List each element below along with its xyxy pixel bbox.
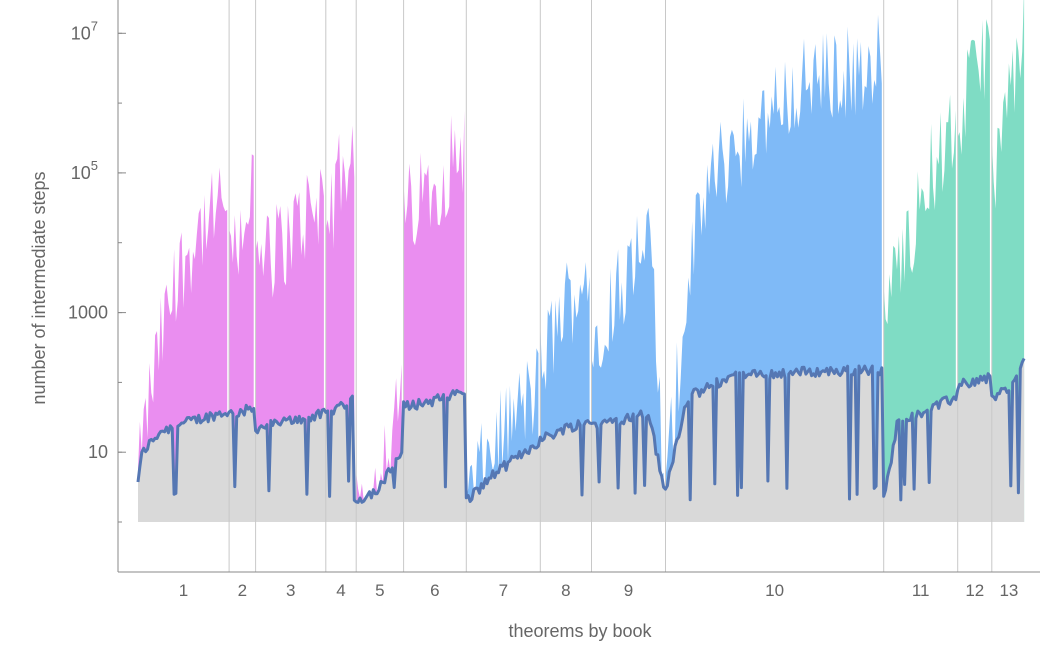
- book-label-6: 6: [430, 581, 439, 600]
- book-label-12: 12: [965, 581, 984, 600]
- y-axis-title: number of intermediate steps: [29, 171, 49, 404]
- y-tick-label: 1000: [68, 303, 108, 323]
- y-tick-label: 107: [71, 18, 98, 43]
- x-axis-title: theorems by book: [508, 621, 652, 641]
- y-tick-label: 105: [71, 158, 98, 183]
- tick-group: 10 1000 105 107: [68, 18, 126, 523]
- book-label-group: 1 2 3 4 5 6 7 8 9 10 11 12 13: [179, 581, 1019, 600]
- book-label-3: 3: [286, 581, 295, 600]
- median-fill-area: [138, 358, 1025, 522]
- axes-group: [117, 0, 1040, 573]
- book-label-9: 9: [624, 581, 633, 600]
- book-label-11: 11: [912, 581, 930, 600]
- book-label-7: 7: [499, 581, 508, 600]
- book-label-13: 13: [999, 581, 1018, 600]
- data-area-group: [138, 0, 1025, 523]
- book-label-2: 2: [238, 581, 247, 600]
- book-label-10: 10: [765, 581, 784, 600]
- book-label-5: 5: [375, 581, 384, 600]
- median-line-group: [136, 357, 1026, 504]
- book-label-8: 8: [561, 581, 570, 600]
- median-line: [136, 357, 1026, 504]
- book-label-1: 1: [179, 581, 188, 600]
- book-label-4: 4: [336, 581, 345, 600]
- y-tick-label: 10: [88, 442, 108, 462]
